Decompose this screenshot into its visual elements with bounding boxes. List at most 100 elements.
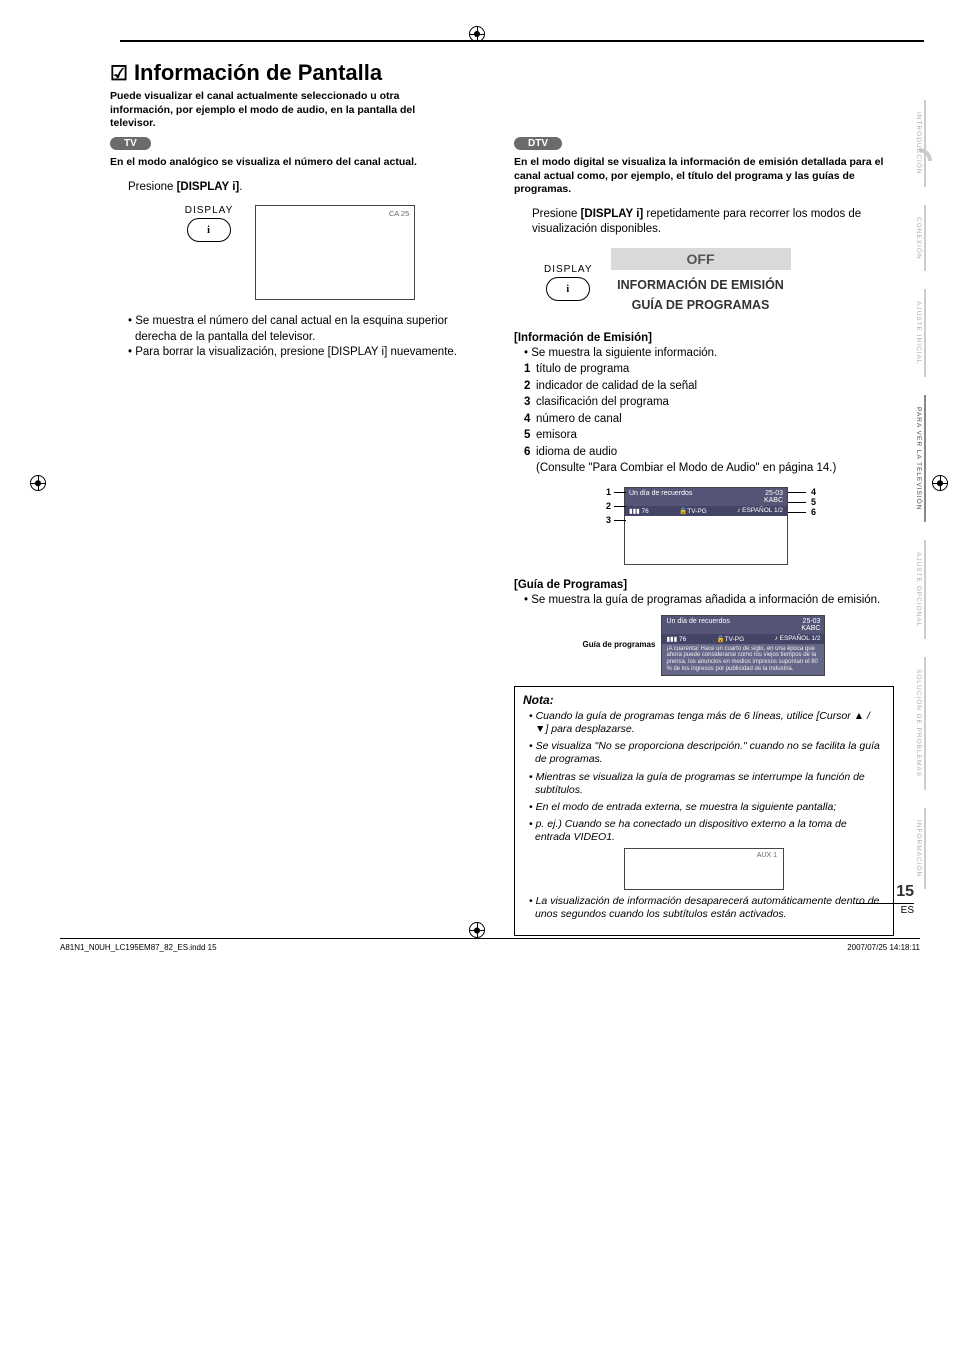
nota-item: En el modo de entrada externa, se muestr… <box>535 801 885 814</box>
osd-signal: ▮▮▮ 76 <box>629 507 649 515</box>
page-number: 15 ES <box>856 883 914 916</box>
side-tab: CONEXIÓN <box>910 205 926 272</box>
osd-audio: ♪ ESPAÑOL 1/2 <box>775 635 821 643</box>
callout-3: 3 <box>606 515 611 525</box>
registration-mark-icon <box>469 26 485 42</box>
mode-info: INFORMACIÓN DE EMISIÓN <box>611 278 791 292</box>
info-num: 3 <box>524 395 536 411</box>
osd-audio: ♪ ESPAÑOL 1/2 <box>737 507 783 515</box>
osd-header: Un día de recuerdos 25-03 KABC <box>625 488 787 506</box>
side-tab: AJUSTE OPCIONAL <box>910 540 926 639</box>
info-text: clasificación del programa <box>536 396 669 408</box>
info-num: 4 <box>524 412 536 428</box>
info-item: 2indicador de calidad de la señal <box>524 379 894 395</box>
info-num: 2 <box>524 379 536 395</box>
osd-title: Un día de recuerdos <box>666 618 729 632</box>
info-num: 5 <box>524 428 536 444</box>
info-diagram: 1 2 3 4 5 6 Un día de recuerdos 25-03 <box>584 487 824 565</box>
footer-right: 2007/07/25 14:18:11 <box>847 943 920 952</box>
info-text: título de programa <box>536 363 629 375</box>
display-button-graphic: DISPLAY i <box>185 205 234 242</box>
section-title: Información de Pantalla <box>110 60 894 86</box>
registration-mark-icon <box>30 475 46 491</box>
top-rule <box>120 40 924 42</box>
bullet-item: Se muestra el número del canal actual en… <box>135 314 490 345</box>
side-tab: PARA VER LA TELEVISIÓN <box>910 395 926 522</box>
side-tab: INTRODUCCIÓN <box>910 100 926 187</box>
osd-guide-text: ¡A cuarenta! Hace un cuarto de siglo, en… <box>662 644 824 676</box>
info-num: 6 <box>524 445 536 461</box>
info-num: 1 <box>524 362 536 378</box>
page: INTRODUCCIÓN CONEXIÓN AJUSTE INICIAL PAR… <box>0 0 954 966</box>
callout-2: 2 <box>606 501 611 511</box>
side-tabs: INTRODUCCIÓN CONEXIÓN AJUSTE INICIAL PAR… <box>910 100 926 889</box>
osd-header: Un día de recuerdos 25-03 KABC <box>662 616 824 634</box>
nota-box: Nota: Cuando la guía de programas tenga … <box>514 686 894 936</box>
info-item: 3clasificación del programa <box>524 395 894 411</box>
osd-signal: ▮▮▮ 76 <box>666 635 686 643</box>
osd-guide-preview: Un día de recuerdos 25-03 KABC ▮▮▮ 76 🔒T… <box>661 615 825 677</box>
guide-label: Guía de programas <box>583 641 656 650</box>
registration-mark-icon <box>932 475 948 491</box>
osd-row2: ▮▮▮ 76 🔒TV-PG ♪ ESPAÑOL 1/2 <box>662 634 824 644</box>
info-text: número de canal <box>536 413 622 425</box>
info-icon: i <box>546 277 590 301</box>
callout-6: 6 <box>811 507 816 517</box>
aux-preview-box: AUX 1 <box>624 848 784 890</box>
nota-item: La visualización de información desapare… <box>535 895 885 921</box>
guide-diagram: Guía de programas Un día de recuerdos 25… <box>514 615 894 677</box>
osd-body <box>625 516 787 564</box>
callout-line <box>788 512 806 513</box>
left-subintro: En el modo analógico se visualiza el núm… <box>110 156 490 170</box>
side-tab: AJUSTE INICIAL <box>910 289 926 376</box>
callout-1: 1 <box>606 487 611 497</box>
checkbox-icon <box>110 60 128 86</box>
osd-rating: 🔒TV-PG <box>679 507 707 515</box>
osd-channel: 25-03 <box>803 618 821 625</box>
info-item: 4número de canal <box>524 412 894 428</box>
info-head: [Información de Emisión] <box>514 332 894 344</box>
callout-5: 5 <box>811 497 816 507</box>
osd-title: Un día de recuerdos <box>629 490 692 504</box>
side-tab: INFORMACIÓN <box>910 808 926 889</box>
info-item: 1título de programa <box>524 362 894 378</box>
mode-off: OFF <box>611 248 791 270</box>
nota-title: Nota: <box>523 693 885 707</box>
footer: A81N1_N0UH_LC195EM87_82_ES.indd 15 2007/… <box>60 938 920 952</box>
dtv-pill: DTV <box>514 137 562 150</box>
info-list: • Se muestra la siguiente información. 1… <box>514 346 894 477</box>
osd-station: KABC <box>801 625 820 632</box>
info-text: emisora <box>536 429 577 441</box>
left-bullets: Se muestra el número del canal actual en… <box>110 314 490 361</box>
registration-mark-icon <box>469 922 485 938</box>
tv-preview-box: CA 25 <box>255 205 415 300</box>
callout-4: 4 <box>811 487 816 497</box>
left-instruction: Presione [DISPLAY i]. <box>110 180 490 196</box>
display-label: DISPLAY <box>544 264 593 275</box>
info-text: indicador de calidad de la señal <box>536 380 697 392</box>
info-lead: • Se muestra la siguiente información. <box>524 346 894 362</box>
info-ref: (Consulte "Para Combiar el Modo de Audio… <box>536 461 894 477</box>
nota-item: Mientras se visualiza la guía de program… <box>535 771 885 797</box>
callout-line <box>614 520 626 521</box>
osd-row2: ▮▮▮ 76 🔒TV-PG ♪ ESPAÑOL 1/2 <box>625 506 787 516</box>
guide-lead: • Se muestra la guía de programas añadid… <box>514 593 894 609</box>
callout-line <box>614 492 626 493</box>
press-btn: [DISPLAY i] <box>581 208 644 220</box>
bullet-item: Para borrar la visualización, presione [… <box>135 345 490 361</box>
nota-item: p. ej.) Cuando se ha conectado un dispos… <box>535 818 885 844</box>
footer-left: A81N1_N0UH_LC195EM87_82_ES.indd 15 <box>60 943 217 952</box>
nota-item: Se visualiza "No se proporciona descripc… <box>535 740 885 766</box>
page-number-value: 15 <box>856 883 914 901</box>
callout-line <box>614 506 626 507</box>
left-column: TV En el modo analógico se visualiza el … <box>110 133 490 937</box>
tv-pill: TV <box>110 137 151 150</box>
nota-list: Cuando la guía de programas tenga más de… <box>523 710 885 844</box>
mode-list: OFF INFORMACIÓN DE EMISIÓN GUÍA DE PROGR… <box>611 248 791 318</box>
display-button-graphic: DISPLAY i <box>544 264 593 301</box>
guide-head: [Guía de Programas] <box>514 579 894 591</box>
nota-item: Cuando la guía de programas tenga más de… <box>535 710 885 736</box>
osd-preview: Un día de recuerdos 25-03 KABC ▮▮▮ 76 🔒T… <box>624 487 788 565</box>
mode-stack: DISPLAY i OFF INFORMACIÓN DE EMISIÓN GUÍ… <box>544 248 894 318</box>
mode-guide: GUÍA DE PROGRAMAS <box>611 298 791 312</box>
